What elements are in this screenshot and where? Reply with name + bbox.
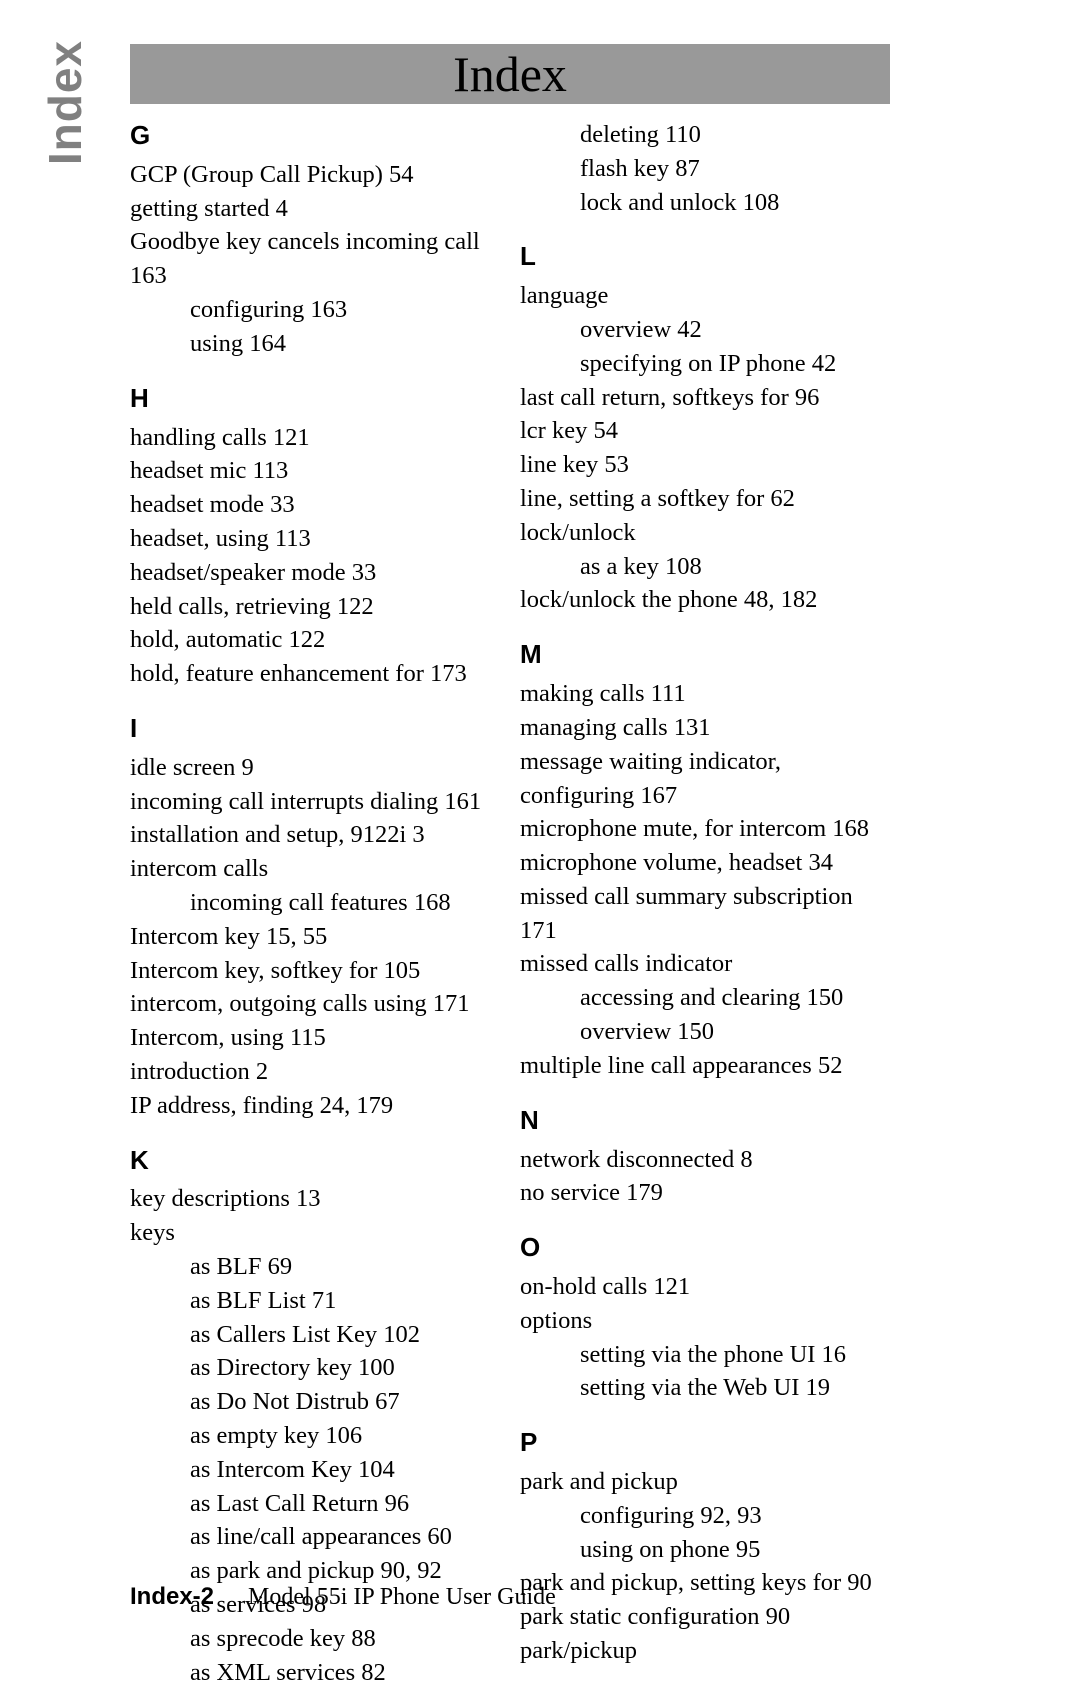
index-letter: H	[130, 381, 500, 417]
side-label: Index	[38, 40, 92, 165]
index-entry: headset mode 33	[130, 488, 500, 522]
index-entry: network disconnected 8	[520, 1143, 890, 1177]
index-entry: missed call summary subscription 171	[520, 880, 890, 948]
index-entry: hold, automatic 122	[130, 623, 500, 657]
index-entry: Goodbye key cancels incoming call 163	[130, 225, 500, 293]
index-entry: idle screen 9	[130, 751, 500, 785]
index-entry: lcr key 54	[520, 414, 890, 448]
index-letter: N	[520, 1103, 890, 1139]
index-entry: Intercom key, softkey for 105	[130, 954, 500, 988]
index-subentry: as BLF List 71	[130, 1284, 500, 1318]
index-letter: I	[130, 711, 500, 747]
index-subentry: lock and unlock 108	[520, 186, 890, 220]
index-subentry: incoming call features 168	[130, 886, 500, 920]
index-entry: Intercom, using 115	[130, 1021, 500, 1055]
index-subentry: as line/call appearances 60	[130, 1520, 500, 1554]
index-subentry: using 164	[130, 327, 500, 361]
index-entry: Intercom key 15, 55	[130, 920, 500, 954]
index-column-left: G GCP (Group Call Pickup) 54getting start…	[130, 118, 500, 1689]
index-entry: language	[520, 279, 890, 313]
index-subentry: as Intercom Key 104	[130, 1453, 500, 1487]
index-subentry: as Callers List Key 102	[130, 1318, 500, 1352]
index-entry: key descriptions 13	[130, 1182, 500, 1216]
index-entry: managing calls 131	[520, 711, 890, 745]
index-entry: last call return, softkeys for 96	[520, 381, 890, 415]
index-entry: installation and setup, 9122i 3	[130, 818, 500, 852]
index-letter: O	[520, 1230, 890, 1266]
index-entry: headset/speaker mode 33	[130, 556, 500, 590]
index-entry: making calls 111	[520, 677, 890, 711]
index-entry: line key 53	[520, 448, 890, 482]
index-subentry: accessing and clearing 150	[520, 981, 890, 1015]
index-entry: headset mic 113	[130, 454, 500, 488]
title-bar: Index	[130, 44, 890, 104]
index-entry: missed calls indicator	[520, 947, 890, 981]
index-subentry: as XML services 82	[130, 1656, 500, 1689]
index-entry: microphone volume, headset 34	[520, 846, 890, 880]
index-subentry: specifying on IP phone 42	[520, 347, 890, 381]
index-subentry: deleting 110	[520, 118, 890, 152]
index-entry: park and pickup, setting keys for 90	[520, 1566, 890, 1600]
index-subentry: flash key 87	[520, 152, 890, 186]
index-subentry: using on phone 95	[520, 1533, 890, 1567]
index-entry: line, setting a softkey for 62	[520, 482, 890, 516]
index-letter: M	[520, 637, 890, 673]
index-entry: lock/unlock the phone 48, 182	[520, 583, 890, 617]
index-subentry: overview 42	[520, 313, 890, 347]
index-entry: multiple line call appearances 52	[520, 1049, 890, 1083]
footer-book: Model 55i IP Phone User Guide	[248, 1584, 556, 1610]
index-subentry: overview 150	[520, 1015, 890, 1049]
index-entry: no service 179	[520, 1176, 890, 1210]
index-entry: lock/unlock	[520, 516, 890, 550]
index-entry: message waiting indicator, configuring 1…	[520, 745, 890, 813]
index-subentry: as empty key 106	[130, 1419, 500, 1453]
index-entry: park static configuration 90	[520, 1600, 890, 1634]
index-columns: G GCP (Group Call Pickup) 54getting start…	[130, 118, 890, 1689]
footer-page: Index-2	[130, 1583, 214, 1610]
index-entry: intercom, outgoing calls using 171	[130, 987, 500, 1021]
index-subentry: as sprecode key 88	[130, 1622, 500, 1656]
index-entry: IP address, finding 24, 179	[130, 1089, 500, 1123]
index-subentry: as a key 108	[520, 550, 890, 584]
index-column-right: deleting 110flash key 87lock and unlock …	[520, 118, 890, 1689]
index-entry: held calls, retrieving 122	[130, 590, 500, 624]
index-subentry: as BLF 69	[130, 1250, 500, 1284]
index-entry: on-hold calls 121	[520, 1270, 890, 1304]
index-entry: park and pickup	[520, 1465, 890, 1499]
index-entry: park/pickup	[520, 1634, 890, 1668]
index-subentry: setting via the Web UI 19	[520, 1371, 890, 1405]
index-subentry: as Do Not Distrub 67	[130, 1385, 500, 1419]
index-subentry: setting via the phone UI 16	[520, 1338, 890, 1372]
index-subentry: as Last Call Return 96	[130, 1487, 500, 1521]
index-letter: G	[130, 118, 500, 154]
index-entry: intercom calls	[130, 852, 500, 886]
index-entry: getting started 4	[130, 192, 500, 226]
index-entry: incoming call interrupts dialing 161	[130, 785, 500, 819]
index-subentry: configuring 163	[130, 293, 500, 327]
index-entry: GCP (Group Call Pickup) 54	[130, 158, 500, 192]
index-letter: P	[520, 1425, 890, 1461]
index-letter: K	[130, 1143, 500, 1179]
index-entry: keys	[130, 1216, 500, 1250]
footer: Index-2 Model 55i IP Phone User Guide	[130, 1583, 556, 1611]
index-subentry: configuring 92, 93	[520, 1499, 890, 1533]
index-entry: options	[520, 1304, 890, 1338]
index-subentry: as Directory key 100	[130, 1351, 500, 1385]
index-letter: L	[520, 239, 890, 275]
index-entry: microphone mute, for intercom 168	[520, 812, 890, 846]
index-entry: introduction 2	[130, 1055, 500, 1089]
index-entry: hold, feature enhancement for 173	[130, 657, 500, 691]
index-entry: headset, using 113	[130, 522, 500, 556]
page-title: Index	[453, 45, 567, 103]
index-entry: handling calls 121	[130, 421, 500, 455]
